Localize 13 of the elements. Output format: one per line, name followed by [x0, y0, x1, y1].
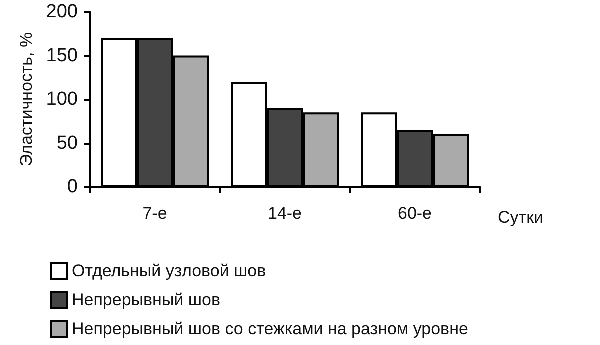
x-tick-label: 14-е: [268, 204, 302, 223]
legend-label: Отдельный узловой шов: [72, 262, 266, 280]
x-tick-label: 7-е: [142, 204, 168, 223]
legend-label: Непрерывный шов со стежками на разном уровне: [72, 320, 468, 338]
y-tick-label: 0: [67, 176, 78, 198]
y-tick-label: 150: [46, 45, 78, 66]
x-tick-label: 60-е: [398, 204, 432, 223]
y-tick-label: 50: [56, 132, 78, 154]
x-axis-title: Сутки: [498, 208, 544, 227]
y-tick-label: 100: [46, 89, 78, 110]
y-axis-title: Эластичность, %: [17, 32, 36, 167]
y-tick-label: 200: [46, 2, 78, 22]
legend-label: Непрерывный шов: [72, 290, 221, 310]
